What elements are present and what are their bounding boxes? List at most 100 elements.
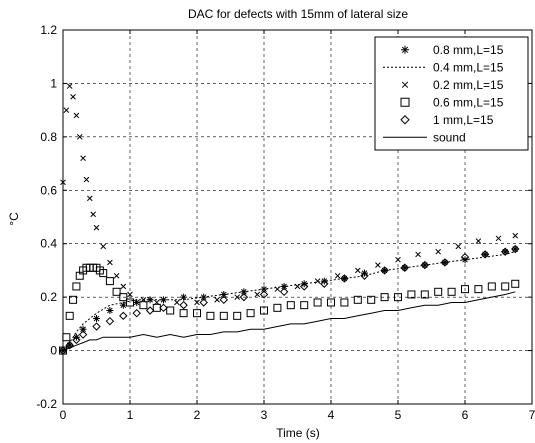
data-point bbox=[93, 315, 100, 323]
legend-marker bbox=[401, 45, 409, 54]
series-5 bbox=[62, 291, 516, 352]
x-tick-label: 6 bbox=[462, 408, 469, 422]
x-tick-label: 5 bbox=[395, 408, 402, 422]
legend-marker bbox=[400, 97, 410, 107]
data-point bbox=[327, 298, 335, 307]
data-point bbox=[375, 262, 381, 268]
data-point bbox=[119, 311, 128, 321]
data-point bbox=[219, 295, 229, 305]
legend-label: 0.2 mm,L=15 bbox=[433, 78, 504, 92]
data-point bbox=[199, 298, 208, 307]
data-point bbox=[179, 309, 188, 318]
data-point bbox=[63, 107, 70, 113]
data-point bbox=[420, 290, 429, 299]
data-point bbox=[380, 266, 389, 275]
data-point bbox=[234, 294, 241, 300]
legend-box bbox=[374, 36, 529, 151]
data-point bbox=[62, 333, 71, 342]
data-point bbox=[127, 291, 133, 298]
data-point bbox=[112, 287, 121, 296]
data-point bbox=[113, 272, 120, 279]
data-point bbox=[511, 245, 519, 253]
legend-entry: 1 mm,L=15 bbox=[400, 113, 494, 127]
y-tick-label: 0.2 bbox=[40, 290, 57, 304]
data-point bbox=[174, 299, 180, 306]
x-tick-label: 4 bbox=[328, 408, 335, 422]
data-point bbox=[126, 298, 134, 307]
data-point bbox=[300, 301, 309, 310]
x-tick-label: 7 bbox=[529, 408, 535, 422]
legend-label: 0.6 mm,L=15 bbox=[433, 95, 504, 109]
data-point bbox=[254, 291, 261, 298]
data-point bbox=[334, 272, 341, 279]
data-point bbox=[340, 274, 349, 283]
y-tick-label: 0 bbox=[50, 344, 57, 358]
data-point bbox=[72, 335, 81, 345]
data-point bbox=[455, 243, 462, 250]
data-point bbox=[133, 298, 141, 306]
data-point bbox=[120, 283, 127, 290]
data-point bbox=[119, 301, 127, 309]
y-tick-label: 1.2 bbox=[40, 23, 57, 37]
data-point bbox=[99, 269, 108, 278]
data-point bbox=[105, 316, 115, 326]
data-point bbox=[400, 263, 409, 272]
y-tick-label: 1 bbox=[50, 76, 57, 90]
data-point bbox=[260, 306, 268, 315]
plot-area-frame bbox=[62, 29, 533, 405]
legend-marker bbox=[401, 81, 409, 88]
data-point bbox=[407, 290, 416, 299]
data-point bbox=[415, 251, 421, 258]
data-point bbox=[314, 278, 321, 284]
x-axis-label: Time (s) bbox=[276, 426, 320, 440]
data-point bbox=[381, 266, 389, 274]
data-point bbox=[320, 279, 329, 288]
series-line bbox=[62, 251, 516, 351]
data-point bbox=[279, 287, 289, 297]
data-point bbox=[460, 252, 470, 262]
data-point bbox=[73, 112, 80, 119]
legend-entry: 0.4 mm,L=15 bbox=[383, 60, 504, 74]
data-point bbox=[246, 309, 255, 318]
data-point bbox=[132, 308, 141, 318]
data-point bbox=[495, 235, 502, 242]
data-point bbox=[65, 341, 74, 350]
data-point bbox=[119, 293, 128, 302]
data-point bbox=[179, 300, 188, 310]
data-point bbox=[105, 277, 114, 286]
series-4 bbox=[58, 244, 520, 355]
data-point bbox=[66, 83, 73, 89]
data-point bbox=[92, 322, 101, 331]
data-point bbox=[380, 293, 389, 302]
data-point bbox=[83, 176, 90, 183]
data-point bbox=[107, 259, 113, 266]
axis-ticks: 0 1 2 3 4 5 6 7-0.200.20.40.60.811.2 bbox=[36, 23, 535, 422]
data-point bbox=[420, 260, 430, 270]
data-point bbox=[367, 295, 376, 304]
data-point bbox=[299, 282, 309, 291]
legend-entry: 0.8 mm,L=15 bbox=[401, 43, 504, 57]
chart-title: DAC for defects with 15mm of lateral siz… bbox=[188, 7, 408, 21]
data-point bbox=[475, 238, 482, 244]
data-point bbox=[434, 287, 443, 296]
data-point bbox=[447, 287, 456, 296]
data-point bbox=[159, 303, 168, 313]
data-point bbox=[273, 303, 282, 312]
data-point bbox=[100, 243, 107, 250]
data-point bbox=[106, 307, 114, 314]
data-point bbox=[259, 290, 269, 299]
data-point bbox=[69, 295, 78, 304]
data-point bbox=[86, 195, 93, 202]
y-tick-label: 0.6 bbox=[40, 183, 57, 197]
data-point bbox=[501, 282, 510, 291]
data-point bbox=[93, 224, 100, 231]
plot-series bbox=[58, 83, 520, 355]
data-point bbox=[500, 247, 510, 256]
data-point bbox=[461, 285, 469, 294]
data-point bbox=[180, 293, 188, 301]
data-point bbox=[340, 298, 349, 307]
x-tick-label: 3 bbox=[261, 408, 268, 422]
data-point bbox=[193, 309, 201, 318]
legend-entry: 0.6 mm,L=15 bbox=[400, 95, 504, 109]
